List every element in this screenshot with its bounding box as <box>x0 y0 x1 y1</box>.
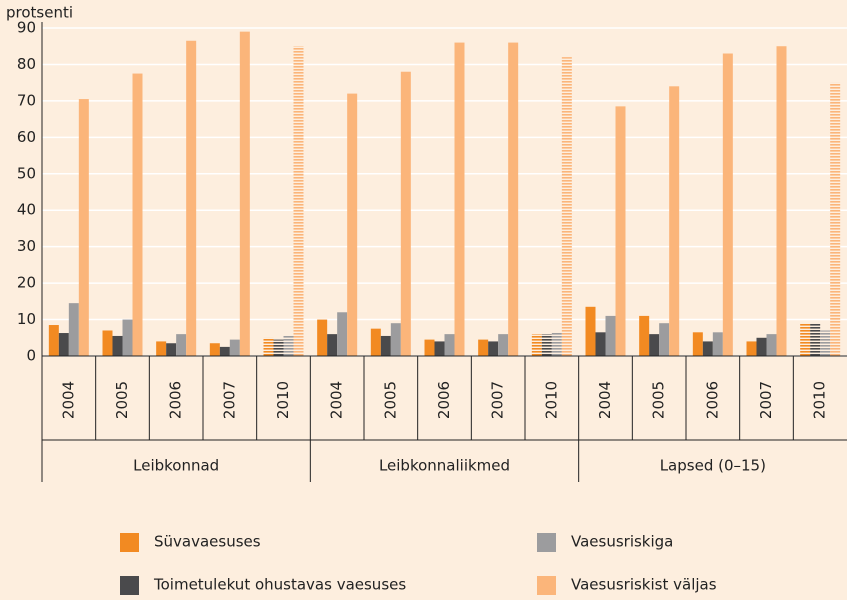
y-axis-label: protsenti <box>6 4 73 22</box>
bar <box>166 343 177 356</box>
y-tick-label: 10 <box>17 310 36 328</box>
group-label: Leibkonnaliikmed <box>379 457 510 475</box>
y-tick-label: 40 <box>17 201 36 219</box>
y-tick-label: 20 <box>17 274 36 292</box>
bar <box>58 333 69 356</box>
bar <box>122 319 133 356</box>
bar <box>541 334 552 356</box>
bar <box>722 53 733 357</box>
bar <box>283 335 294 356</box>
bar <box>508 42 519 356</box>
legend-label: Toimetulekut ohustavas vaesuses <box>153 576 406 594</box>
legend-swatch <box>537 576 556 595</box>
bar <box>605 315 616 356</box>
bar <box>263 337 274 356</box>
x-tick-label: 2007 <box>220 381 238 419</box>
bar <box>48 325 59 356</box>
bar <box>78 99 89 357</box>
bar <box>400 71 411 356</box>
bar <box>176 334 187 356</box>
group-label: Lapsed (0–15) <box>660 457 766 475</box>
legend-label: Vaesusriskist väljas <box>571 576 717 594</box>
x-tick-label: 2005 <box>650 381 668 419</box>
bar <box>595 332 606 356</box>
bar <box>424 339 435 356</box>
bar <box>692 332 703 356</box>
x-tick-label: 2007 <box>489 381 507 419</box>
bar <box>347 93 358 356</box>
y-tick-label: 70 <box>17 91 36 109</box>
bar <box>830 82 841 357</box>
bar <box>478 339 489 356</box>
x-tick-label: 2004 <box>328 381 346 419</box>
legend-label: Vaesusriskiga <box>571 533 673 551</box>
y-tick-label: 60 <box>17 128 36 146</box>
bar <box>615 106 626 356</box>
y-tick-label: 30 <box>17 237 36 255</box>
x-tick-label: 2004 <box>596 381 614 419</box>
x-tick-label: 2005 <box>113 381 131 419</box>
bar <box>669 86 680 357</box>
y-tick-label: 90 <box>17 19 36 37</box>
bar <box>209 343 220 356</box>
legend-swatch <box>120 533 139 552</box>
legend-swatch <box>120 576 139 595</box>
bar <box>746 341 757 356</box>
bar <box>488 341 499 356</box>
bar <box>229 339 240 356</box>
group-label: Leibkonnad <box>133 457 219 475</box>
legend-label: Süvavaesuses <box>154 533 261 551</box>
bar <box>434 341 445 356</box>
bar <box>293 46 304 356</box>
bar <box>327 334 338 356</box>
bar <box>112 335 123 356</box>
bar <box>585 306 596 356</box>
bar <box>370 328 381 356</box>
bar <box>702 341 713 356</box>
bar <box>337 312 348 356</box>
bar <box>531 334 542 356</box>
bar <box>68 303 79 356</box>
bar <box>390 323 401 356</box>
bar <box>273 339 284 356</box>
bar <box>756 337 767 356</box>
bar <box>712 332 723 356</box>
bar <box>649 334 660 356</box>
bar <box>132 73 143 357</box>
x-tick-label: 2010 <box>811 381 829 419</box>
x-tick-label: 2006 <box>703 381 721 419</box>
bar <box>561 57 572 357</box>
bar <box>219 346 230 356</box>
bar <box>551 332 562 356</box>
y-tick-label: 50 <box>17 164 36 182</box>
bar <box>820 330 831 356</box>
bar <box>239 31 250 357</box>
x-tick-label: 2010 <box>274 381 292 419</box>
bar <box>766 334 777 356</box>
bar <box>156 341 167 356</box>
bar <box>800 323 811 356</box>
bar <box>380 335 391 356</box>
x-tick-label: 2010 <box>542 381 560 419</box>
x-tick-label: 2006 <box>435 381 453 419</box>
x-tick-label: 2005 <box>381 381 399 419</box>
bar <box>659 323 670 356</box>
x-tick-label: 2007 <box>757 381 775 419</box>
bar <box>810 323 821 356</box>
bar <box>639 315 650 356</box>
bar <box>317 319 328 356</box>
y-tick-label: 0 <box>26 347 36 365</box>
bar <box>454 42 465 356</box>
bar <box>444 334 455 356</box>
bar <box>186 40 197 356</box>
y-tick-label: 80 <box>17 55 36 73</box>
bar <box>102 330 113 356</box>
bar <box>776 46 787 356</box>
x-tick-label: 2006 <box>167 381 185 419</box>
bar <box>498 334 509 356</box>
legend-swatch <box>537 533 556 552</box>
x-tick-label: 2004 <box>59 381 77 419</box>
